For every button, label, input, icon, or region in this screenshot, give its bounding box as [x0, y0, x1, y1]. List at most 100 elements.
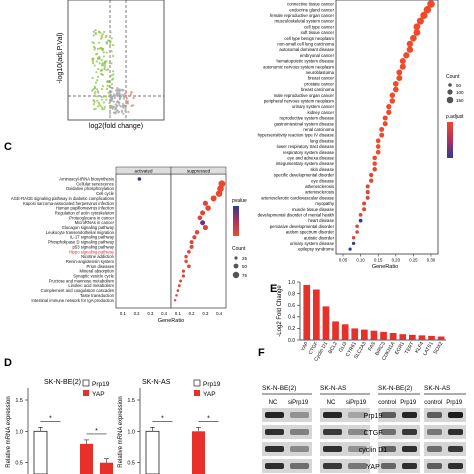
d-left-bar	[33, 430, 48, 474]
e-bar	[380, 331, 387, 340]
disease-dot	[396, 75, 403, 82]
kegg-term-label: Synaptic vesicle cycle	[73, 274, 114, 279]
volcano-point-down	[96, 79, 99, 82]
disease-term-label: myopathy	[315, 201, 334, 206]
volcano-point-down	[110, 37, 113, 40]
volcano-point-down	[93, 92, 96, 95]
wb-membrane	[378, 408, 420, 422]
volcano-point-down	[99, 37, 102, 40]
d-legend-prp19-label: Prp19	[92, 381, 110, 388]
disease-dot	[375, 138, 381, 144]
volcano-point-ns	[119, 97, 122, 100]
volcano-point-down	[108, 102, 111, 105]
kegg-term-label: Linoleic acid metabolism	[68, 283, 114, 288]
volcano-point-ns	[122, 89, 125, 92]
disease-dot	[406, 46, 414, 53]
disease-dot	[413, 29, 421, 36]
wb-lane-label: siPrp19	[288, 400, 309, 406]
volcano-point-down	[92, 45, 95, 48]
d-right-ytick-label: 0.5	[127, 461, 135, 467]
volcano-point-down	[94, 29, 97, 32]
kegg-term-label: Nicotine addiction	[81, 254, 115, 259]
disease-dot	[365, 195, 370, 200]
volcano-point-down	[102, 95, 105, 98]
volcano-point-down	[96, 88, 99, 91]
kegg-dot-suppressed	[202, 224, 209, 231]
disease-term-label: atherosclerosis	[305, 184, 334, 189]
disease-dot	[365, 190, 370, 195]
volcano-point-down	[111, 54, 115, 58]
kegg-dot-suppressed	[210, 195, 217, 202]
e-bar	[303, 284, 311, 340]
wb-lane-label: siPrp19	[346, 400, 367, 406]
e-category-label: LATS1	[422, 341, 435, 357]
e-bar	[351, 328, 359, 340]
panel-d: D SK-N-BE(2) 0.51.01.5 ** Relative mRNA …	[4, 357, 221, 474]
disease-term-label: epilepsy syndrome	[298, 247, 334, 252]
volcano-point-down	[100, 34, 103, 38]
kegg-count-dot-large	[232, 271, 240, 279]
volcano-point-ns	[120, 109, 123, 112]
wb-band	[348, 429, 367, 435]
wb-band	[265, 429, 284, 435]
e-category-label: YAP	[300, 340, 310, 352]
d-left-bar	[100, 462, 113, 474]
kegg-pvalue-legend-title: pvalue	[232, 198, 247, 204]
d-left-bars: **	[33, 415, 113, 474]
d-right-title: SK-N-AS	[142, 379, 171, 386]
disease-count-label-0: 50	[456, 83, 462, 88]
disease-term-label: neuroblastoma	[306, 70, 335, 75]
kegg-dot-suppressed	[175, 294, 178, 297]
volcano-point-ns	[118, 88, 121, 91]
volcano-point-down	[102, 62, 105, 65]
disease-term-label: cell type benign neoplasm	[284, 36, 334, 41]
disease-xtick-label: 0.10	[356, 258, 365, 263]
disease-padj-legend-title: p.adjust	[446, 114, 464, 120]
disease-term-label: skin disease	[310, 167, 334, 172]
disease-dots	[348, 0, 435, 251]
disease-dot	[392, 80, 399, 87]
disease-term-label: autosomal dominant disease	[279, 47, 334, 52]
kegg-xtick-label-activated: 0.2	[134, 311, 141, 316]
wb-membrane	[262, 408, 312, 422]
volcano-point-up	[125, 97, 129, 100]
kegg-dot-suppressed	[215, 190, 223, 197]
d-right-bars: * *	[145, 415, 219, 474]
kegg-dot-suppressed	[189, 240, 194, 245]
volcano-point-ns	[114, 103, 117, 106]
volcano-point-ns	[111, 87, 114, 90]
kegg-term-label: p53 signaling pathway	[73, 244, 115, 249]
wb-band	[265, 446, 284, 452]
volcano-point-down	[101, 106, 104, 109]
disease-term-label: eye and adnexa disease	[287, 156, 334, 161]
volcano-point-ns	[109, 93, 112, 96]
disease-term-label: breast cancer	[308, 76, 335, 81]
volcano-point-down	[109, 31, 112, 34]
kegg-dot-suppressed	[187, 264, 191, 269]
wb-band	[290, 412, 309, 418]
volcano-point-down	[107, 68, 110, 71]
kegg-term-label: Fructose and mannose metabolism	[49, 278, 115, 283]
disease-dot	[379, 132, 385, 138]
d-left-ytick-label: 0.5	[15, 461, 23, 467]
disease-count-dot-small	[448, 83, 452, 87]
disease-dot	[386, 109, 392, 115]
e-ytick-label: 0.6	[288, 303, 295, 309]
kegg-count-dot-small	[234, 256, 238, 260]
volcano-point-down	[95, 53, 98, 56]
volcano-point-down	[102, 51, 105, 54]
disease-xtick-label: 0.05	[339, 258, 348, 263]
d-left-sig-star: *	[95, 428, 98, 435]
disease-count-label-2: 150	[456, 98, 464, 103]
volcano-point-down	[97, 68, 100, 71]
volcano-point-down	[111, 44, 115, 47]
kegg-dot-activated	[137, 177, 142, 181]
disease-term-label: breast carcinoma	[301, 87, 335, 92]
disease-count-dot-mid	[447, 89, 453, 95]
e-ytick-label: 0.8	[288, 291, 295, 297]
kegg-dot-suppressed	[173, 299, 177, 302]
volcano-point-down	[96, 90, 99, 93]
